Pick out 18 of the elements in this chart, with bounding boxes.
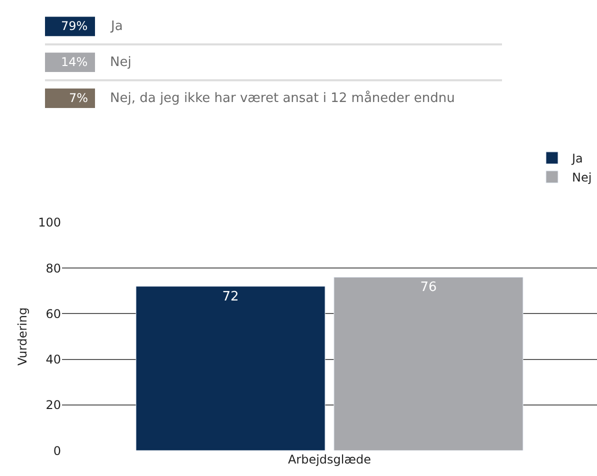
data-label: 76 <box>420 280 437 296</box>
y-tick-label: 100 <box>38 216 61 230</box>
x-tick-label: Arbejdsglæde <box>288 452 372 467</box>
y-tick-label: 20 <box>46 398 61 412</box>
data-label: 14% <box>61 55 88 69</box>
y-axis-title: Vurdering <box>15 307 30 366</box>
y-tick-label: 60 <box>46 306 61 321</box>
legend-label: Nej <box>572 170 592 185</box>
category-label: Ja <box>110 19 123 34</box>
y-tick-label: 80 <box>46 261 61 276</box>
y-tick-label: 40 <box>46 352 61 367</box>
category-label: Nej, da jeg ikke har været ansat i 12 måneder endnu <box>110 90 455 106</box>
data-label: 79% <box>61 19 88 33</box>
category-label: Nej <box>110 55 132 70</box>
data-label: 7% <box>69 91 88 105</box>
legend-label: Ja <box>571 152 583 166</box>
data-label: 72 <box>222 289 239 304</box>
y-tick-label: 0 <box>53 444 61 458</box>
